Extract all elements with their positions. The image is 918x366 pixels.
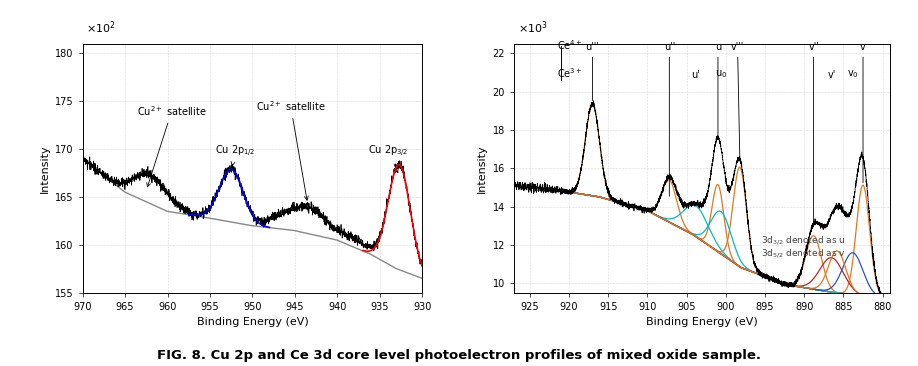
- Text: Ce$^{4+}$: Ce$^{4+}$: [557, 38, 583, 52]
- Text: $\times 10^3$: $\times 10^3$: [518, 20, 548, 37]
- X-axis label: Binding Energy (eV): Binding Energy (eV): [646, 317, 758, 327]
- Text: u'': u'': [664, 42, 675, 196]
- Text: $\times 10^2$: $\times 10^2$: [86, 20, 116, 37]
- Text: v': v': [827, 70, 835, 80]
- Text: Cu$^{2+}$ satellite: Cu$^{2+}$ satellite: [256, 99, 325, 200]
- Text: v'': v'': [808, 42, 819, 227]
- Text: v: v: [860, 42, 866, 183]
- Text: Cu$^{2+}$ satellite: Cu$^{2+}$ satellite: [137, 104, 207, 187]
- X-axis label: Binding Energy (eV): Binding Energy (eV): [196, 317, 308, 327]
- Text: Cu 2p$_{3/2}$: Cu 2p$_{3/2}$: [368, 144, 409, 173]
- Text: u$_0$: u$_0$: [715, 68, 727, 80]
- Y-axis label: Intensity: Intensity: [39, 144, 50, 193]
- Text: Cu 2p$_{1/2}$: Cu 2p$_{1/2}$: [215, 144, 256, 166]
- Text: v''': v''': [731, 42, 744, 160]
- Text: FIG. 8. Cu 2p and Ce 3d core level photoelectron profiles of mixed oxide sample.: FIG. 8. Cu 2p and Ce 3d core level photo…: [157, 349, 761, 362]
- Text: Ce$^{3+}$: Ce$^{3+}$: [557, 67, 583, 80]
- Text: u: u: [715, 42, 721, 137]
- Text: 3d$_{5/2}$ denoted as v: 3d$_{5/2}$ denoted as v: [761, 248, 845, 261]
- Text: u''': u''': [586, 42, 599, 101]
- Text: 3d$_{3/2}$ denoted as u: 3d$_{3/2}$ denoted as u: [761, 234, 845, 247]
- Y-axis label: Intensity: Intensity: [477, 144, 487, 193]
- Text: u': u': [691, 70, 700, 80]
- Text: v$_0$: v$_0$: [847, 68, 858, 80]
